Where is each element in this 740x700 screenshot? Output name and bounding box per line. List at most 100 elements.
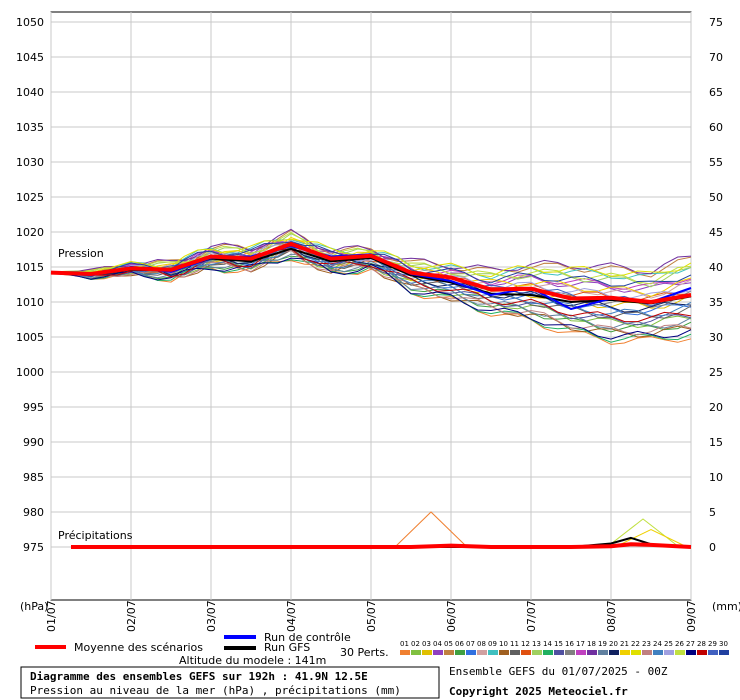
- right-tick-label: 50: [709, 191, 723, 204]
- pert-legend-number: 13: [532, 640, 541, 648]
- pert-pressure-line: [50, 249, 692, 336]
- pert-legend-number: 29: [708, 640, 717, 648]
- left-tick-label: 995: [23, 401, 44, 414]
- x-tick-label: 08/07: [605, 600, 618, 632]
- pert-pressure-line: [50, 231, 692, 285]
- pert-pressure-line: [50, 236, 692, 297]
- x-axis-ticks: 01/07 02/07 03/07 04/07 05/07 06/07 07/07 08/07…: [45, 600, 698, 632]
- left-tick-label: 985: [23, 471, 44, 484]
- pert-legend: 01 02 03 04 05 06 07 08 09 10 11 12 13 14 15 16 17 18 19 20…: [400, 640, 729, 655]
- chart-subtitle: Pression au niveau de la mer (hPa) , pré…: [30, 684, 401, 697]
- x-tick-label: 05/07: [365, 600, 378, 632]
- pert-legend-swatch: [400, 650, 410, 655]
- right-tick-label: 25: [709, 366, 723, 379]
- right-axis-unit: (mm): [712, 600, 740, 613]
- right-tick-label: 40: [709, 261, 723, 274]
- pert-legend-swatch: [488, 650, 498, 655]
- mean-precip-line: [71, 542, 692, 549]
- pert-legend-number: 18: [587, 640, 596, 648]
- left-axis-ticks: 1050 1045 1040 1035 1030 1025 1020 1015 1010 1005…: [16, 16, 44, 554]
- right-tick-label: 35: [709, 296, 723, 309]
- pert-legend-swatch: [576, 650, 586, 655]
- pert-legend-number: 07: [466, 640, 475, 648]
- pert-legend-swatch: [642, 650, 652, 655]
- pert-legend-swatch: [609, 650, 619, 655]
- right-tick-label: 60: [709, 121, 723, 134]
- right-tick-label: 70: [709, 51, 723, 64]
- pert-legend-swatch: [719, 650, 729, 655]
- right-tick-label: 55: [709, 156, 723, 169]
- pert-legend-number: 25: [664, 640, 673, 648]
- pert-precip-peak: [394, 511, 468, 548]
- pert-legend-swatch: [620, 650, 630, 655]
- left-tick-label: 1050: [16, 16, 44, 29]
- pert-legend-number: 28: [697, 640, 706, 648]
- pert-legend-swatch: [521, 650, 531, 655]
- left-tick-label: 1000: [16, 366, 44, 379]
- pert-legend-swatch: [466, 650, 476, 655]
- pert-legend-number: 01: [400, 640, 409, 648]
- pert-legend-number: 04: [433, 640, 442, 648]
- left-tick-label: 1020: [16, 226, 44, 239]
- pert-legend-number: 10: [499, 640, 508, 648]
- pert-legend-swatch: [499, 650, 509, 655]
- left-tick-label: 1030: [16, 156, 44, 169]
- ensemble-label: Ensemble GEFS du 01/07/2025 - 00Z: [449, 665, 668, 678]
- left-tick-label: 1045: [16, 51, 44, 64]
- left-tick-label: 1005: [16, 331, 44, 344]
- pert-pressure-line: [50, 229, 692, 278]
- pert-legend-swatch: [664, 650, 674, 655]
- right-tick-label: 15: [709, 436, 723, 449]
- pert-legend-number: 06: [455, 640, 464, 648]
- right-tick-label: 30: [709, 331, 723, 344]
- pert-legend-swatch: [653, 650, 663, 655]
- pert-legend-swatch: [631, 650, 641, 655]
- right-tick-label: 5: [709, 506, 716, 519]
- pert-legend-number: 24: [653, 640, 662, 648]
- left-tick-label: 980: [23, 506, 44, 519]
- pert-legend-number: 20: [609, 640, 618, 648]
- pert-legend-swatch: [543, 650, 553, 655]
- pressure-label: Pression: [58, 247, 104, 260]
- pert-legend-number: 19: [598, 640, 607, 648]
- left-axis-unit: (hPa): [20, 600, 48, 613]
- legend: Moyenne des scénarios Run de contrôle Ru…: [35, 631, 729, 659]
- pert-legend-number: 09: [488, 640, 497, 648]
- pert-legend-swatch: [697, 650, 707, 655]
- legend-mean-label: Moyenne des scénarios: [74, 641, 203, 654]
- x-tick-label: 02/07: [125, 600, 138, 632]
- left-tick-label: 1015: [16, 261, 44, 274]
- pert-legend-number: 23: [642, 640, 651, 648]
- right-tick-label: 45: [709, 226, 723, 239]
- legend-gfs-label: Run GFS: [264, 641, 310, 654]
- pert-pressure-line: [50, 257, 692, 340]
- pert-legend-number: 11: [510, 640, 519, 648]
- pert-legend-number: 16: [565, 640, 574, 648]
- legend-perts-label: 30 Perts.: [340, 646, 389, 659]
- x-tick-label: 01/07: [45, 600, 58, 632]
- pert-legend-number: 08: [477, 640, 486, 648]
- x-tick-label: 04/07: [285, 600, 298, 632]
- left-tick-label: 1040: [16, 86, 44, 99]
- left-tick-label: 1035: [16, 121, 44, 134]
- right-tick-label: 75: [709, 16, 723, 29]
- pert-legend-number: 27: [686, 640, 695, 648]
- pert-legend-number: 21: [620, 640, 629, 648]
- pert-legend-swatch: [686, 650, 696, 655]
- pert-legend-number: 15: [554, 640, 563, 648]
- pert-precip-peak: [614, 528, 688, 548]
- chart-title: Diagramme des ensembles GEFS sur 192h : …: [30, 670, 368, 683]
- pert-legend-swatch: [433, 650, 443, 655]
- pert-legend-number: 26: [675, 640, 684, 648]
- copyright-label: Copyright 2025 Meteociel.fr: [449, 685, 628, 698]
- left-tick-label: 1025: [16, 191, 44, 204]
- pert-legend-number: 03: [422, 640, 431, 648]
- pert-legend-swatch: [532, 650, 542, 655]
- x-tick-label: 09/07: [685, 600, 698, 632]
- pert-legend-swatch: [708, 650, 718, 655]
- pert-legend-number: 17: [576, 640, 585, 648]
- pert-legend-swatch: [510, 650, 520, 655]
- left-tick-label: 990: [23, 436, 44, 449]
- pert-legend-number: 14: [543, 640, 552, 648]
